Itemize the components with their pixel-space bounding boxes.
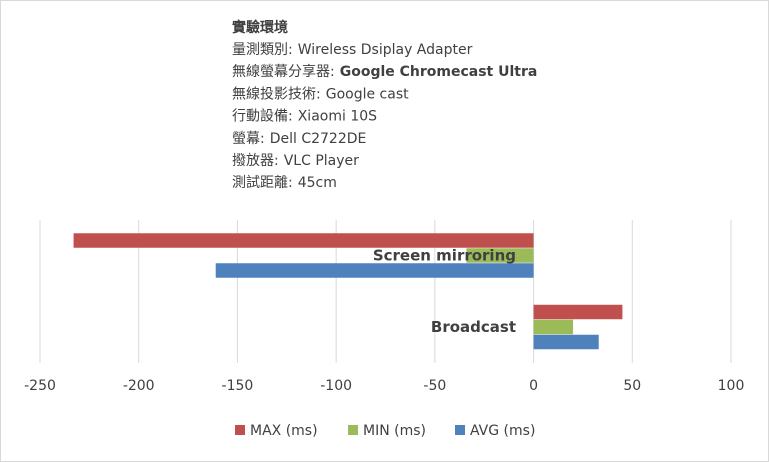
info-label: 行動設備: xyxy=(232,109,293,125)
info-value: Xiaomi 10S xyxy=(298,109,377,125)
legend-label: MIN (ms) xyxy=(363,423,426,439)
info-title: 實驗環境 xyxy=(232,19,288,36)
bar xyxy=(533,319,574,335)
info-value: 45cm xyxy=(298,175,337,191)
bar xyxy=(533,334,599,350)
info-label: 量測類別: xyxy=(232,42,293,58)
info-label: 螢幕: xyxy=(232,131,265,147)
info-value: Google Chromecast Ultra xyxy=(340,64,538,80)
x-tick-label: -100 xyxy=(320,378,352,394)
info-line: 無線投影技術: Google cast xyxy=(232,86,409,102)
info-label: 測試距離: xyxy=(232,174,293,191)
info-value: Wireless Dsiplay Adapter xyxy=(298,42,473,58)
x-tick-label: -50 xyxy=(423,378,446,394)
bar xyxy=(533,304,623,320)
x-tick-label: -250 xyxy=(24,378,56,394)
info-value: Dell C2722DE xyxy=(270,131,367,147)
info-value: VLC Player xyxy=(284,153,359,169)
info-line: 行動設備: Xiaomi 10S xyxy=(232,109,377,125)
info-line: 測試距離: 45cm xyxy=(232,174,337,191)
info-line: 螢幕: Dell C2722DE xyxy=(232,131,366,147)
bar xyxy=(73,233,534,248)
info-line: 量測類別: Wireless Dsiplay Adapter xyxy=(232,42,473,58)
info-line: 無線螢幕分享器: Google Chromecast Ultra xyxy=(232,63,537,80)
legend-swatch xyxy=(235,425,245,435)
x-tick-label: -200 xyxy=(123,378,155,394)
info-label: 撥放器: xyxy=(232,153,279,169)
category-label: Screen mirroring xyxy=(373,246,516,264)
info-line: 撥放器: VLC Player xyxy=(232,153,359,169)
x-tick-label: -150 xyxy=(222,378,254,394)
info-label: 無線螢幕分享器: xyxy=(232,63,335,80)
legend-label: AVG (ms) xyxy=(470,423,535,439)
bar xyxy=(215,263,534,278)
legend-label: MAX (ms) xyxy=(250,423,318,439)
bar xyxy=(466,248,534,263)
legend-swatch xyxy=(348,425,358,435)
info-value: Google cast xyxy=(326,86,409,102)
legend-swatch xyxy=(455,425,465,435)
x-tick-label: 50 xyxy=(623,378,641,394)
category-label: Broadcast xyxy=(431,318,516,336)
x-tick-label: 0 xyxy=(529,378,538,394)
info-label: 無線投影技術: xyxy=(232,86,321,102)
x-tick-label: 100 xyxy=(718,378,745,394)
